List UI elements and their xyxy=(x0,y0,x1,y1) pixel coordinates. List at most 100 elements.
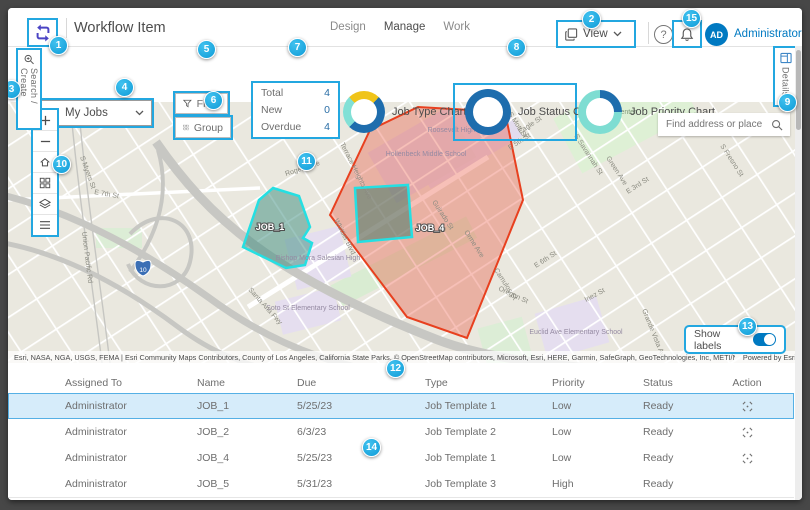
column-header-type[interactable]: Type xyxy=(425,376,448,389)
column-header-assigned-to[interactable]: Assigned To xyxy=(65,376,123,389)
table-row[interactable]: Administrator JOB_2 6/3/23 Job Template … xyxy=(8,419,794,446)
job-1-polygon[interactable] xyxy=(241,186,314,270)
search-create-tab[interactable]: Search / Create xyxy=(16,48,42,130)
map-attribution: Esri, NASA, NGA, USGS, FEMA | Esri Commu… xyxy=(8,351,802,363)
avatar-initials: AD xyxy=(710,29,723,40)
callout-3: 3 xyxy=(8,80,21,99)
railway xyxy=(69,102,111,363)
show-labels-toggle[interactable] xyxy=(752,333,776,346)
job-4-polygon[interactable] xyxy=(328,105,525,340)
jobs-filter-value: My Jobs xyxy=(65,107,108,119)
job-overlap-polygon[interactable] xyxy=(353,183,414,244)
header-divider xyxy=(66,18,67,38)
nav-item-manage[interactable]: Manage xyxy=(383,21,426,33)
map-canvas[interactable]: 10 Roosevelt High School Hollenbeck Midd… xyxy=(8,102,802,363)
table-row[interactable]: Administrator JOB_4 5/25/23 Job Template… xyxy=(8,445,794,472)
header-divider xyxy=(648,22,649,44)
home-button[interactable] xyxy=(33,152,57,173)
cell-status: Ready xyxy=(643,400,674,412)
bell-icon xyxy=(680,27,694,41)
stat-overdue: Overdue 4 xyxy=(261,121,330,133)
job-type-chart[interactable] xyxy=(343,91,385,133)
cell-name: JOB_4 xyxy=(197,452,230,464)
details-panel-icon xyxy=(779,52,792,64)
stat-label: Overdue xyxy=(261,121,302,133)
place-label: Roosevelt High School xyxy=(428,127,499,134)
column-header-priority[interactable]: Priority xyxy=(552,376,585,389)
group-button-label: Group xyxy=(193,121,223,134)
table-header: Assigned To Name Due Type Priority Statu… xyxy=(8,372,794,393)
cell-assigned-to: Administrator xyxy=(65,452,127,464)
chevron-down-icon xyxy=(613,31,622,37)
question-icon: ? xyxy=(660,28,667,41)
cell-type: Job Template 1 xyxy=(425,452,497,464)
cell-status: Ready xyxy=(643,452,674,464)
search-button[interactable] xyxy=(764,119,790,131)
cell-status: Ready xyxy=(643,478,674,490)
cell-type: Job Template 3 xyxy=(425,478,497,490)
table-row[interactable]: Administrator JOB_5 5/31/23 Job Template… xyxy=(8,471,794,498)
job-1-map-label: JOB_1 xyxy=(256,222,285,232)
page-title: Workflow Item xyxy=(74,20,166,36)
show-labels-label: Show labels xyxy=(694,327,722,352)
jobs-filter-dropdown[interactable]: My Jobs xyxy=(36,98,154,128)
stat-value: 4 xyxy=(324,121,330,133)
layers-button[interactable] xyxy=(33,194,57,215)
search-input[interactable] xyxy=(658,118,764,131)
group-button[interactable]: Group xyxy=(173,115,233,140)
job-status-chart[interactable] xyxy=(465,89,511,135)
legend-button[interactable] xyxy=(33,215,57,235)
nav-item-design[interactable]: Design xyxy=(330,21,366,33)
layers-icon xyxy=(39,198,51,209)
zoom-to-icon[interactable] xyxy=(742,401,753,412)
column-header-status[interactable]: Status xyxy=(643,376,673,389)
column-header-due[interactable]: Due xyxy=(297,376,317,389)
callout-10: 10 xyxy=(52,155,71,174)
place-label: Bishop Mora Salesian High xyxy=(276,255,361,262)
cell-due: 6/3/23 xyxy=(297,426,327,438)
callout-9: 9 xyxy=(778,93,797,112)
callout-1: 1 xyxy=(49,36,68,55)
avatar[interactable]: AD xyxy=(705,23,728,46)
cell-status: Ready xyxy=(643,426,674,438)
vertical-scrollbar[interactable] xyxy=(795,46,802,500)
basemap-button[interactable] xyxy=(33,173,57,194)
job-priority-chart[interactable] xyxy=(578,90,622,134)
callout-7: 7 xyxy=(288,38,307,57)
zoom-to-icon[interactable] xyxy=(742,427,753,438)
zoom-out-button[interactable] xyxy=(33,131,57,152)
help-button[interactable]: ? xyxy=(654,25,673,44)
basemap-grid-icon xyxy=(39,177,51,189)
nav-item-work[interactable]: Work xyxy=(443,21,470,33)
table-row[interactable]: Administrator JOB_1 5/25/23 Job Template… xyxy=(8,393,794,420)
place-label: Euclid Ave Elementary School xyxy=(529,329,623,336)
show-labels-control: Show labels xyxy=(684,325,786,354)
callout-15: 15 xyxy=(682,9,701,28)
place-label: Hollenbeck Middle School xyxy=(386,151,467,158)
callout-2: 2 xyxy=(582,10,601,29)
dashboard-bar: My Jobs Filter Group Total 4 xyxy=(8,46,802,141)
search-create-tab-label: Search / Create xyxy=(19,67,39,104)
view-dropdown[interactable]: View xyxy=(556,20,636,48)
place-label: Soto St Elementary School xyxy=(266,305,350,312)
powered-by-esri: Powered by Esri xyxy=(742,352,796,362)
callout-4: 4 xyxy=(115,78,134,97)
home-icon xyxy=(40,157,50,167)
street-label: E 7th St xyxy=(94,189,120,200)
cell-due: 5/25/23 xyxy=(297,452,333,464)
search-icon xyxy=(772,119,783,130)
toggle-knob xyxy=(764,334,775,345)
user-name[interactable]: Administrator xyxy=(734,28,802,40)
cell-type: Job Template 2 xyxy=(425,426,497,438)
cell-name: JOB_2 xyxy=(197,426,230,438)
minus-icon xyxy=(40,140,50,142)
stat-value: 4 xyxy=(324,87,330,99)
svg-text:10: 10 xyxy=(139,267,147,274)
details-tab[interactable]: Details xyxy=(773,46,798,107)
cell-assigned-to: Administrator xyxy=(65,400,127,412)
zoom-to-icon[interactable] xyxy=(742,453,753,464)
callout-8: 8 xyxy=(507,38,526,57)
column-header-name[interactable]: Name xyxy=(197,376,226,389)
scrollbar-thumb[interactable] xyxy=(796,50,801,130)
column-header-action[interactable]: Action xyxy=(732,376,762,389)
